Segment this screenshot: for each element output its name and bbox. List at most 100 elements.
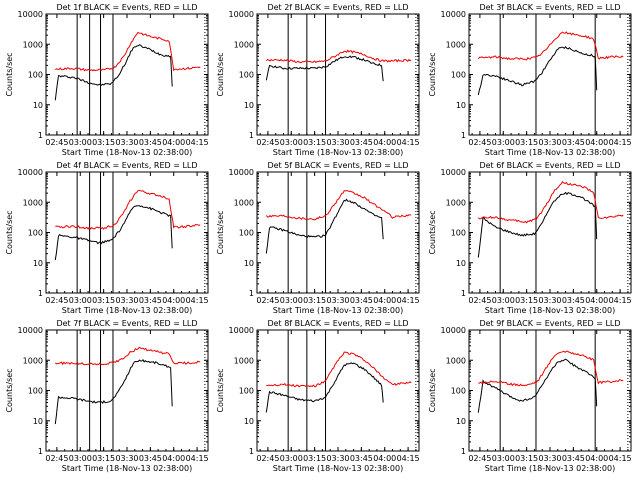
x-tick-label: 03:00 [280, 296, 303, 305]
x-tick-label: 03:00 [492, 296, 515, 305]
y-axis-label: Counts/sec [216, 210, 225, 254]
x-axis-label: Start Time (18-Nov-13 02:38:00) [485, 464, 615, 473]
x-tick-label: 03:00 [492, 138, 515, 147]
y-tick-label: 1000 [234, 356, 254, 365]
y-tick-label: 10 [33, 259, 43, 268]
events-series-line [477, 358, 598, 413]
y-tick-label: 100 [239, 229, 254, 238]
detector-panel: Det 6f BLACK = Events, RED = LLD 1 10 100 10… [428, 161, 632, 315]
x-axis-label: Start Time (18-Nov-13 02:38:00) [273, 148, 403, 157]
x-tick-label: 03:15 [92, 454, 115, 463]
y-tick-label: 10 [456, 259, 466, 268]
lld-series-line [477, 31, 624, 61]
y-tick-label: 10000 [18, 10, 43, 19]
y-tick-label: 1 [461, 289, 466, 298]
x-tick-label: 03:45 [562, 454, 585, 463]
x-tick-label: 02:45 [468, 138, 491, 147]
detector-panel: Det 7f BLACK = Events, RED = LLD 1 10 100 10… [5, 319, 209, 473]
y-tick-label: 10000 [441, 326, 466, 335]
y-axis-label: Counts/sec [428, 368, 437, 412]
y-tick-label: 1 [461, 447, 466, 456]
x-tick-label: 03:45 [562, 296, 585, 305]
events-series-line [54, 44, 173, 101]
x-tick-label: 03:45 [350, 296, 373, 305]
y-axis-label: Counts/sec [5, 368, 14, 412]
events-series-line [477, 191, 598, 258]
y-tick-label: 10000 [229, 168, 254, 177]
x-tick-label: 04:15 [397, 296, 420, 305]
panel-title: Det 8f BLACK = Events, RED = LLD [267, 319, 408, 328]
y-tick-label: 100 [451, 71, 466, 80]
x-tick-label: 02:45 [256, 454, 279, 463]
y-tick-label: 10000 [441, 168, 466, 177]
x-tick-label: 03:45 [139, 296, 162, 305]
x-tick-label: 03:15 [92, 138, 115, 147]
y-axis-label: Counts/sec [5, 210, 14, 254]
plot-frame [45, 329, 209, 452]
x-tick-label: 04:15 [609, 296, 632, 305]
x-tick-label: 03:15 [303, 454, 326, 463]
y-tick-label: 10 [244, 101, 254, 110]
y-tick-label: 1 [38, 131, 43, 140]
y-tick-label: 1000 [446, 356, 466, 365]
x-tick-label: 04:15 [186, 138, 209, 147]
events-series-line [265, 55, 384, 82]
y-tick-label: 10 [244, 417, 254, 426]
y-tick-label: 1 [249, 131, 254, 140]
x-tick-label: 02:45 [468, 454, 491, 463]
x-tick-label: 03:15 [303, 138, 326, 147]
panel-title: Det 9f BLACK = Events, RED = LLD [479, 319, 620, 328]
y-tick-label: 1 [38, 447, 43, 456]
panel-title: Det 1f BLACK = Events, RED = LLD [56, 3, 197, 12]
y-tick-label: 10 [456, 417, 466, 426]
panel-title: Det 2f BLACK = Events, RED = LLD [267, 3, 408, 12]
panel-title: Det 5f BLACK = Events, RED = LLD [267, 161, 408, 170]
lld-series-line [55, 189, 201, 230]
y-tick-label: 10000 [18, 168, 43, 177]
detector-panel: Det 5f BLACK = Events, RED = LLD 1 10 100 10… [216, 161, 420, 315]
x-tick-label: 03:45 [350, 454, 373, 463]
x-axis-label: Start Time (18-Nov-13 02:38:00) [62, 464, 192, 473]
y-axis-label: Counts/sec [428, 210, 437, 254]
x-tick-label: 03:00 [492, 454, 515, 463]
x-axis-label: Start Time (18-Nov-13 02:38:00) [485, 306, 615, 315]
x-tick-label: 04:15 [397, 454, 420, 463]
events-series-line [265, 198, 384, 254]
x-tick-label: 02:45 [45, 138, 68, 147]
y-tick-label: 1000 [23, 356, 43, 365]
x-tick-label: 03:30 [115, 138, 138, 147]
x-axis-label: Start Time (18-Nov-13 02:38:00) [485, 148, 615, 157]
panel-title: Det 3f BLACK = Events, RED = LLD [479, 3, 620, 12]
x-tick-label: 03:30 [115, 296, 138, 305]
lld-series-line [265, 189, 412, 221]
x-tick-label: 04:15 [397, 138, 420, 147]
y-tick-label: 1000 [23, 198, 43, 207]
x-axis-label: Start Time (18-Nov-13 02:38:00) [62, 148, 192, 157]
events-series-line [54, 205, 173, 261]
y-tick-label: 10000 [441, 10, 466, 19]
x-tick-label: 04:15 [186, 454, 209, 463]
events-series-line [265, 362, 384, 413]
y-tick-label: 100 [451, 387, 466, 396]
y-tick-label: 1000 [446, 198, 466, 207]
x-tick-label: 03:00 [280, 138, 303, 147]
plot-frame [256, 329, 420, 452]
y-axis-label: Counts/sec [5, 52, 14, 96]
plot-frame [468, 329, 632, 452]
x-tick-label: 03:30 [538, 138, 561, 147]
plot-frame [468, 171, 632, 294]
y-tick-label: 100 [28, 71, 43, 80]
x-tick-label: 04:00 [373, 296, 396, 305]
lld-series-line [265, 49, 412, 64]
x-tick-label: 03:00 [69, 296, 92, 305]
lld-series-line [478, 350, 624, 387]
x-tick-label: 02:45 [45, 296, 68, 305]
x-tick-label: 03:15 [303, 296, 326, 305]
y-tick-label: 1 [249, 289, 254, 298]
detector-panel: Det 2f BLACK = Events, RED = LLD 1 10 100 10… [216, 3, 420, 157]
x-tick-label: 03:45 [562, 138, 585, 147]
y-tick-label: 10 [33, 101, 43, 110]
events-series-line [477, 46, 598, 96]
lld-series-line [55, 31, 201, 72]
